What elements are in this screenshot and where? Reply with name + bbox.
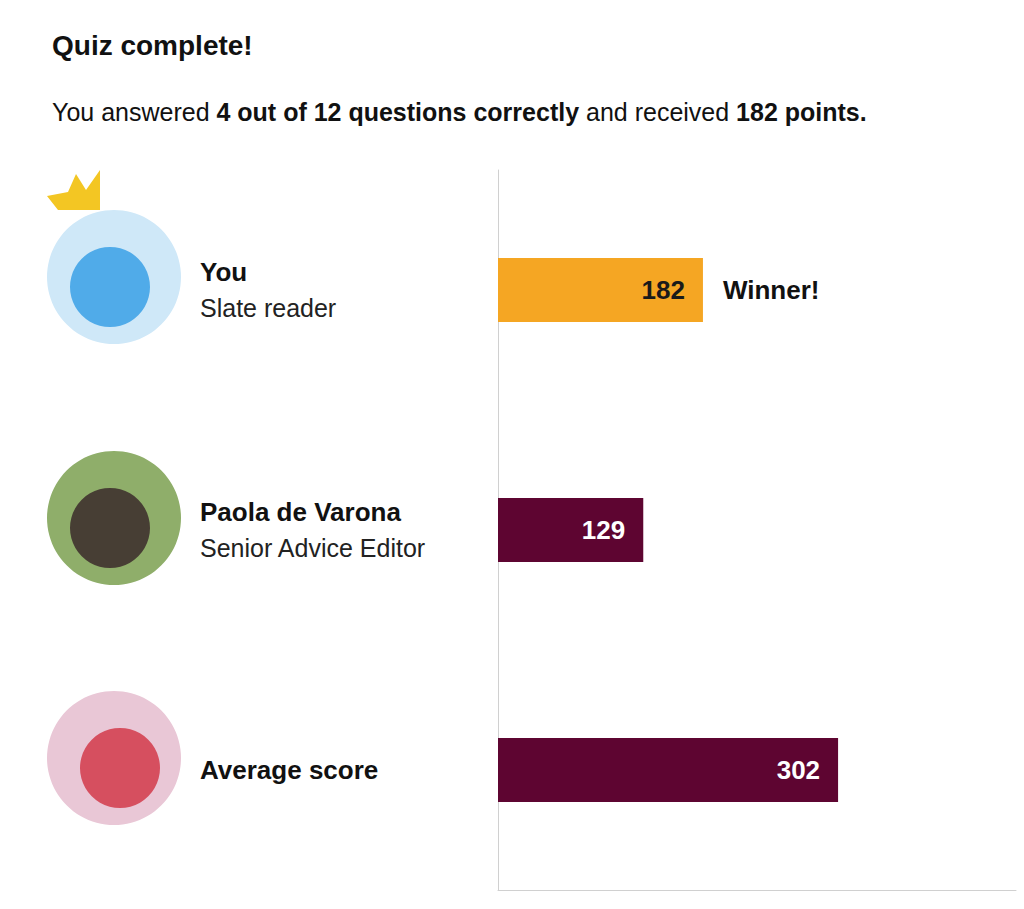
svg-text:Winner!: Winner! bbox=[723, 275, 820, 305]
svg-text:302: 302 bbox=[777, 755, 820, 785]
svg-text:and received: and received bbox=[579, 98, 736, 126]
svg-text:Quiz complete!: Quiz complete! bbox=[52, 30, 253, 61]
svg-text:You answered: You answered bbox=[52, 98, 216, 126]
svg-text:Average score: Average score bbox=[200, 755, 378, 785]
svg-text:Paola de Varona: Paola de Varona bbox=[200, 497, 401, 527]
svg-text:You: You bbox=[200, 257, 247, 287]
svg-text:129: 129 bbox=[582, 515, 625, 545]
svg-text:Senior Advice Editor: Senior Advice Editor bbox=[200, 534, 425, 562]
svg-text:182 points.: 182 points. bbox=[736, 98, 867, 126]
svg-text:4 out of 12 questions correctl: 4 out of 12 questions correctly bbox=[216, 98, 579, 126]
svg-text:Slate reader: Slate reader bbox=[200, 294, 336, 322]
svg-text:182: 182 bbox=[642, 275, 685, 305]
